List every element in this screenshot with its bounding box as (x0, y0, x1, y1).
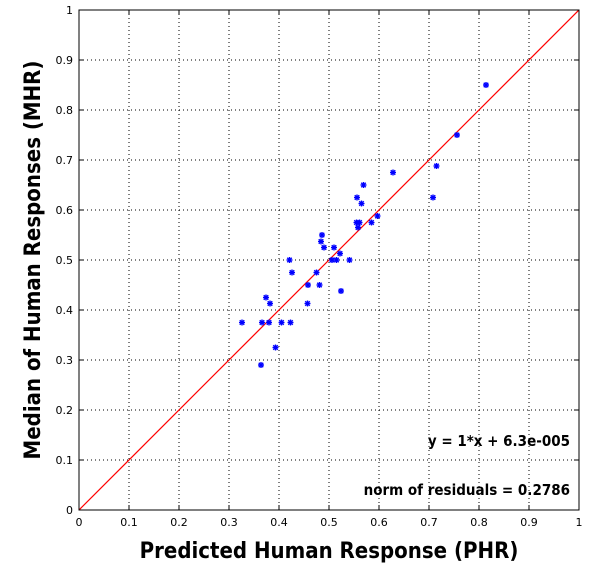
data-point (267, 300, 273, 307)
data-point (259, 319, 265, 326)
data-point (258, 362, 264, 368)
data-point (338, 288, 344, 294)
data-point (316, 282, 323, 288)
x-tick-label: 0 (76, 516, 83, 529)
y-tick-label: 0.4 (56, 304, 74, 317)
data-point (390, 169, 396, 176)
data-point (289, 269, 295, 276)
y-tick-label: 0.7 (56, 154, 74, 167)
x-tick-labels: 0 0.1 0.2 0.3 0.4 0.5 0.6 0.7 0.8 0.9 1 (76, 516, 583, 529)
x-tick-label: 0.6 (370, 516, 388, 529)
data-point (319, 232, 325, 238)
y-tick-label: 0.1 (56, 454, 74, 467)
data-point (304, 300, 311, 307)
data-point (368, 219, 375, 226)
data-point (263, 294, 269, 301)
y-tick-label: 0.6 (56, 204, 74, 217)
x-tick-label: 0.1 (120, 516, 138, 529)
data-point (272, 344, 279, 351)
data-point (356, 219, 363, 226)
data-point (454, 132, 460, 138)
data-point (333, 257, 340, 263)
data-point (321, 244, 327, 251)
annotation-residuals: norm of residuals = 0.2786 (364, 481, 570, 499)
data-point (483, 82, 489, 88)
data-point (313, 269, 320, 276)
data-points (239, 82, 489, 368)
data-point (239, 319, 245, 326)
data-point (287, 319, 294, 326)
x-tick-label: 0.9 (520, 516, 538, 529)
y-tick-label: 0.5 (56, 254, 74, 267)
data-point (278, 319, 285, 326)
data-point (318, 238, 324, 245)
data-point (430, 194, 436, 201)
data-point (354, 194, 360, 201)
data-point (346, 257, 353, 263)
x-axis-title: Predicted Human Response (PHR) (140, 539, 519, 564)
y-tick-label: 0.9 (56, 54, 74, 67)
data-point (433, 163, 440, 169)
x-tick-label: 0.4 (270, 516, 288, 529)
annotation-equation: y = 1*x + 6.3e-005 (428, 432, 570, 450)
data-point (337, 250, 343, 257)
data-point (374, 213, 381, 219)
y-tick-label: 1 (66, 4, 73, 17)
data-point (331, 244, 337, 251)
y-tick-labels: 0 0.1 0.2 0.3 0.4 0.5 0.6 0.7 0.8 0.9 1 (56, 4, 74, 517)
x-tick-label: 0.3 (220, 516, 238, 529)
y-tick-label: 0 (66, 504, 73, 517)
x-tick-label: 0.7 (420, 516, 438, 529)
y-tick-label: 0.8 (56, 104, 74, 117)
y-axis-title: Median of Human Responses (MHR) (21, 61, 46, 460)
x-tick-label: 0.8 (470, 516, 488, 529)
data-point (355, 224, 361, 231)
data-point (286, 257, 293, 263)
y-tick-label: 0.3 (56, 354, 74, 367)
data-point (360, 182, 367, 188)
grid-lines (79, 10, 579, 510)
x-tick-label: 1 (576, 516, 583, 529)
tick-marks (78, 9, 580, 511)
x-tick-label: 0.2 (170, 516, 188, 529)
data-point (266, 319, 272, 326)
data-point (358, 200, 365, 207)
data-point (305, 282, 311, 288)
x-tick-label: 0.5 (320, 516, 338, 529)
y-tick-label: 0.2 (56, 404, 74, 417)
